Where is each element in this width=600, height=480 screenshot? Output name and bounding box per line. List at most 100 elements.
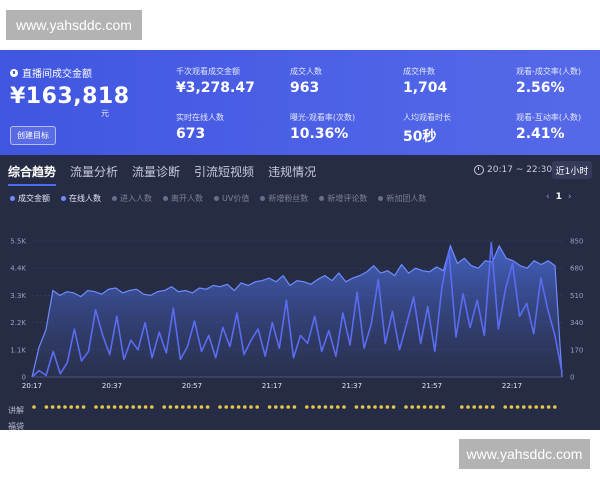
event-dot xyxy=(69,405,73,409)
event-dot xyxy=(218,405,222,409)
event-dot xyxy=(94,405,98,409)
range-dropdown-button[interactable]: 近1小时 xyxy=(552,161,592,179)
stat-card: 曝光-观看率(次数) 10.36% xyxy=(290,112,355,142)
watermark-bottom: www.yahsddc.com xyxy=(459,439,590,469)
event-dot xyxy=(249,405,253,409)
event-dot xyxy=(441,405,446,409)
x-axis: 20:17 20:37 20:57 21:17 21:37 21:57 22:17 xyxy=(22,376,562,390)
event-dot xyxy=(534,405,538,409)
event-dot xyxy=(460,405,464,409)
series-line-online xyxy=(31,241,563,378)
event-dot xyxy=(174,405,179,409)
event-dot xyxy=(429,405,433,409)
stat-card: 观看-成交率(人数) 2.56% xyxy=(516,66,581,96)
event-dot xyxy=(32,405,36,409)
event-dot xyxy=(528,405,532,409)
pager-next-button[interactable]: › xyxy=(567,192,572,202)
event-dot xyxy=(484,405,489,409)
x-tick-label: 22:17 xyxy=(502,382,522,390)
legend-item[interactable]: UV价值 xyxy=(214,193,249,204)
event-dot xyxy=(181,405,185,409)
legend-dot-icon xyxy=(319,196,325,201)
event-dot xyxy=(416,405,421,409)
y-left-tick-label: 4.4K xyxy=(10,265,26,273)
event-dot xyxy=(491,405,495,409)
y-left-tick-label: 0 xyxy=(22,374,26,382)
stat-value: 2.56% xyxy=(516,80,565,96)
event-dot xyxy=(137,405,142,409)
stat-value: 10.36% xyxy=(290,126,349,142)
event-dot xyxy=(112,405,117,409)
event-dot xyxy=(379,405,384,409)
legend-item[interactable]: 成交金额 xyxy=(10,193,50,204)
live-dashboard-screenshot: 直播间成交金额 ¥163,818 元 创建目标 千次观看成交金额 ¥3,278.… xyxy=(0,50,600,431)
event-dot xyxy=(100,405,104,409)
legend-item[interactable]: 新增评论数 xyxy=(319,193,367,204)
stat-card: 人均观看时长 50秒 xyxy=(403,112,451,146)
event-dot xyxy=(119,405,123,409)
event-dot xyxy=(553,405,557,409)
series-line-sales xyxy=(31,244,563,378)
event-rows xyxy=(32,405,557,409)
tab-traffic-analysis[interactable]: 流量分析 xyxy=(70,165,119,179)
event-dot xyxy=(336,405,340,409)
event-dot xyxy=(509,405,514,409)
event-dot xyxy=(143,405,148,409)
chart-series xyxy=(31,241,563,378)
legend-label: UV价值 xyxy=(222,194,250,203)
tab-referral-videos[interactable]: 引流短视频 xyxy=(194,165,255,179)
stat-value: 1,704 xyxy=(403,80,448,96)
legend-item[interactable]: 离开人数 xyxy=(163,193,203,204)
event-dot xyxy=(286,405,291,409)
event-dot xyxy=(522,405,526,409)
legend-label: 在线人数 xyxy=(69,194,101,203)
legend-item[interactable]: 新加团人数 xyxy=(378,193,426,204)
event-dot xyxy=(205,405,210,409)
legend-dot-icon xyxy=(378,196,384,201)
legend-dot-icon xyxy=(61,196,66,201)
stat-card: 千次观看成交金额 ¥3,278.47 xyxy=(176,66,255,96)
legend-item[interactable]: 新增粉丝数 xyxy=(260,193,308,204)
stat-label: 观看-互动率(人数) xyxy=(516,113,582,122)
legend-item[interactable]: 进入人数 xyxy=(112,193,152,204)
event-dot xyxy=(168,405,173,409)
event-dot xyxy=(224,405,228,409)
event-dot xyxy=(255,405,259,409)
stat-label: 成交人数 xyxy=(290,67,322,76)
tab-overall-trend[interactable]: 综合趋势 xyxy=(8,163,57,186)
stat-card: 成交件数 1,704 xyxy=(403,66,447,96)
event-dot xyxy=(317,405,322,409)
event-dot xyxy=(472,405,477,409)
event-dot xyxy=(125,405,129,409)
tab-traffic-diagnosis[interactable]: 流量诊断 xyxy=(132,165,181,179)
stat-value: 2.41% xyxy=(516,126,565,142)
info-icon xyxy=(10,68,18,77)
legend-pager: ‹ 1 › xyxy=(546,192,571,202)
x-tick-label: 20:37 xyxy=(102,382,122,390)
stat-label: 实时在线人数 xyxy=(176,113,224,122)
event-dot xyxy=(503,405,508,409)
stat-value: ¥3,278.47 xyxy=(176,80,255,96)
y-left-tick-label: 2.2K xyxy=(10,319,26,327)
stat-card: 成交人数 963 xyxy=(290,66,322,96)
stat-card: 实时在线人数 673 xyxy=(176,112,224,142)
tab-violations[interactable]: 违规情况 xyxy=(268,165,317,179)
x-tick-label: 21:17 xyxy=(262,382,282,390)
stat-value: 963 xyxy=(290,80,320,96)
event-dot xyxy=(546,405,551,409)
event-dot xyxy=(44,405,49,409)
legend-dot-icon xyxy=(163,196,168,201)
event-dot xyxy=(342,405,346,409)
legend-item[interactable]: 在线人数 xyxy=(61,193,101,204)
pager-prev-button[interactable]: ‹ xyxy=(546,192,550,202)
metrics-header: 直播间成交金额 ¥163,818 元 创建目标 千次观看成交金额 ¥3,278.… xyxy=(0,50,600,155)
event-dot xyxy=(150,405,154,409)
y-right-tick-label: 510 xyxy=(570,292,583,300)
trend-panel: 综合趋势 流量分析 流量诊断 引流短视频 违规情况 20:17 ~ 22:30 … xyxy=(0,155,600,431)
event-dot xyxy=(422,405,427,409)
event-dot xyxy=(404,405,408,409)
create-goal-button[interactable]: 创建目标 xyxy=(10,126,56,145)
x-tick-label: 20:17 xyxy=(22,382,42,390)
y-right-tick-label: 680 xyxy=(570,265,583,273)
event-dot xyxy=(360,405,365,409)
